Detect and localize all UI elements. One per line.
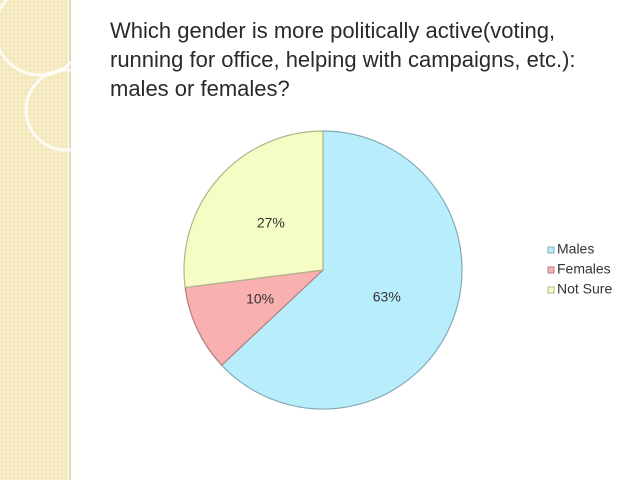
data-label: 27% xyxy=(257,215,285,231)
legend-label: Males xyxy=(557,241,594,257)
legend-label: Females xyxy=(557,261,611,277)
legend-marker xyxy=(547,286,555,294)
chart-title: Which gender is more politically active(… xyxy=(110,18,576,101)
pie: 63% 10% 27% xyxy=(183,130,463,410)
side-decoration xyxy=(0,0,68,480)
legend-label: Not Sure xyxy=(557,281,612,297)
pie-slice xyxy=(184,269,325,367)
legend-marker xyxy=(547,246,555,254)
legend-marker xyxy=(547,266,555,274)
legend: Males Females Not Sure xyxy=(547,241,612,297)
data-label: 63% xyxy=(373,288,401,304)
decor-circle xyxy=(24,68,108,152)
pie-slice xyxy=(220,130,463,410)
decor-circle xyxy=(0,0,87,77)
data-label: 10% xyxy=(246,290,274,306)
pie-slice xyxy=(183,130,324,289)
